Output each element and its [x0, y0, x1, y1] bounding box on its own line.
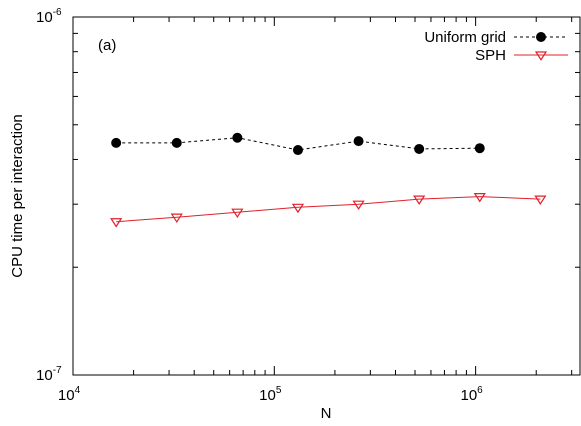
series-line: [116, 196, 541, 223]
series-1: [110, 193, 547, 228]
panel-label: (a): [98, 37, 116, 54]
data-point: [352, 200, 365, 211]
x-axis-title: N: [321, 405, 332, 422]
x-tick-label: 106: [460, 385, 483, 404]
legend-marker: [536, 32, 546, 42]
plot-frame: [72, 16, 581, 376]
data-point: [534, 195, 547, 205]
data-point: [414, 143, 425, 154]
tick-labels: 104 105 106 10-7 10-6: [36, 7, 483, 404]
data-point: [231, 208, 244, 219]
data-point: [291, 203, 305, 214]
series-0: [111, 132, 485, 156]
data-point: [110, 218, 123, 228]
data-point: [232, 132, 243, 143]
data-point: [171, 137, 182, 148]
x-tick-label: 104: [58, 385, 81, 404]
series-layer: [110, 132, 547, 228]
axis-ticks: [72, 16, 580, 376]
y-axis-title: CPU time per interaction: [9, 114, 26, 277]
data-point: [111, 137, 122, 148]
data-point: [474, 143, 485, 154]
data-point: [170, 213, 183, 224]
data-point: [473, 193, 486, 203]
x-tick-label: 105: [259, 385, 282, 404]
data-point: [292, 145, 303, 156]
data-point: [413, 195, 426, 205]
legend-label: SPH: [475, 47, 506, 64]
y-tick-label: 10-6: [36, 7, 62, 26]
y-tick-label: 10-7: [36, 365, 62, 384]
legend-marker: [534, 51, 548, 61]
legend-label: Uniform grid: [424, 29, 506, 46]
data-point: [353, 136, 364, 147]
